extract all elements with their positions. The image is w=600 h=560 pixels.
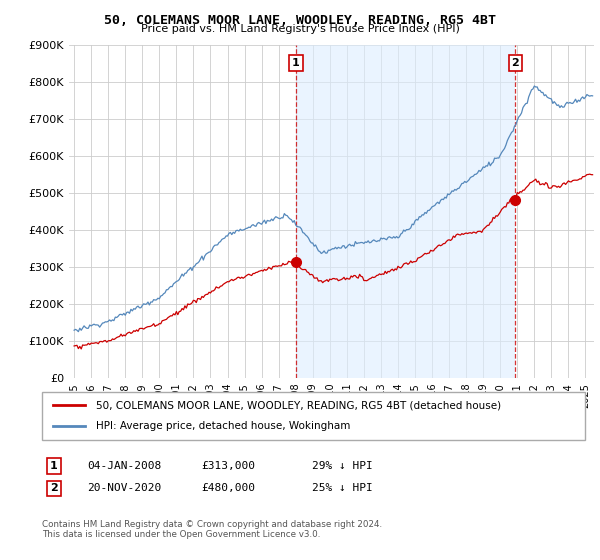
Bar: [296, 45, 515, 378]
Text: Price paid vs. HM Land Registry's House Price Index (HPI): Price paid vs. HM Land Registry's House …: [140, 24, 460, 34]
FancyBboxPatch shape: [42, 392, 585, 440]
Text: £480,000: £480,000: [201, 483, 255, 493]
Text: 2: 2: [50, 483, 58, 493]
Text: 29% ↓ HPI: 29% ↓ HPI: [312, 461, 373, 471]
Text: 2: 2: [512, 58, 519, 68]
Text: 50, COLEMANS MOOR LANE, WOODLEY, READING, RG5 4BT: 50, COLEMANS MOOR LANE, WOODLEY, READING…: [104, 14, 496, 27]
Text: 25% ↓ HPI: 25% ↓ HPI: [312, 483, 373, 493]
Text: Contains HM Land Registry data © Crown copyright and database right 2024.
This d: Contains HM Land Registry data © Crown c…: [42, 520, 382, 539]
Text: 1: 1: [50, 461, 58, 471]
Text: 50, COLEMANS MOOR LANE, WOODLEY, READING, RG5 4BT (detached house): 50, COLEMANS MOOR LANE, WOODLEY, READING…: [97, 400, 502, 410]
Text: £313,000: £313,000: [201, 461, 255, 471]
Text: HPI: Average price, detached house, Wokingham: HPI: Average price, detached house, Woki…: [97, 421, 350, 431]
Text: 04-JAN-2008: 04-JAN-2008: [87, 461, 161, 471]
Text: 20-NOV-2020: 20-NOV-2020: [87, 483, 161, 493]
Text: 1: 1: [292, 58, 300, 68]
